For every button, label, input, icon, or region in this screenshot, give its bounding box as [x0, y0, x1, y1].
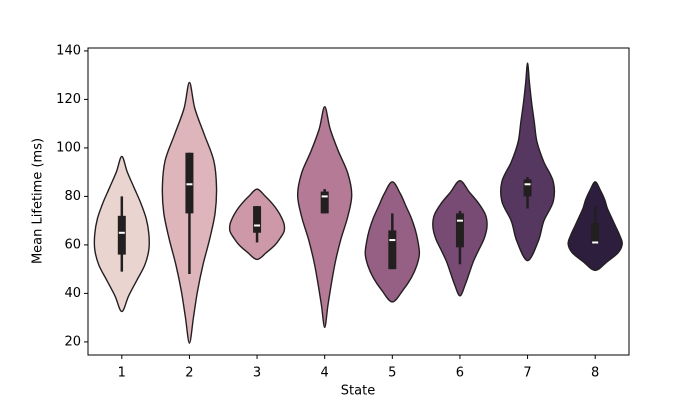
y-tick-label: 40 — [64, 286, 81, 301]
x-tick-label: 3 — [253, 366, 261, 381]
box — [591, 223, 600, 243]
x-axis-label: State — [341, 384, 375, 399]
box — [253, 206, 262, 233]
box — [523, 179, 532, 197]
x-tick-label: 5 — [388, 366, 396, 381]
box — [117, 215, 126, 255]
box — [185, 152, 194, 214]
box — [388, 230, 397, 270]
y-tick-label: 20 — [64, 334, 81, 349]
y-tick-label: 120 — [56, 92, 81, 107]
x-tick-label: 2 — [185, 366, 193, 381]
box — [320, 191, 329, 214]
x-tick-label: 1 — [118, 366, 126, 381]
y-tick-label: 140 — [56, 43, 81, 58]
y-tick-label: 80 — [64, 189, 81, 204]
y-tick-label: 100 — [56, 140, 81, 155]
y-axis-label: Mean Lifetime (ms) — [31, 138, 46, 264]
y-tick-label: 60 — [64, 237, 81, 252]
x-tick-label: 6 — [456, 366, 464, 381]
x-tick-label: 7 — [523, 366, 531, 381]
violin — [296, 105, 353, 329]
x-tick-label: 8 — [591, 366, 599, 381]
plot-frame — [87, 47, 630, 356]
x-tick-label: 4 — [321, 366, 329, 381]
box — [455, 213, 464, 248]
violin — [499, 62, 556, 262]
